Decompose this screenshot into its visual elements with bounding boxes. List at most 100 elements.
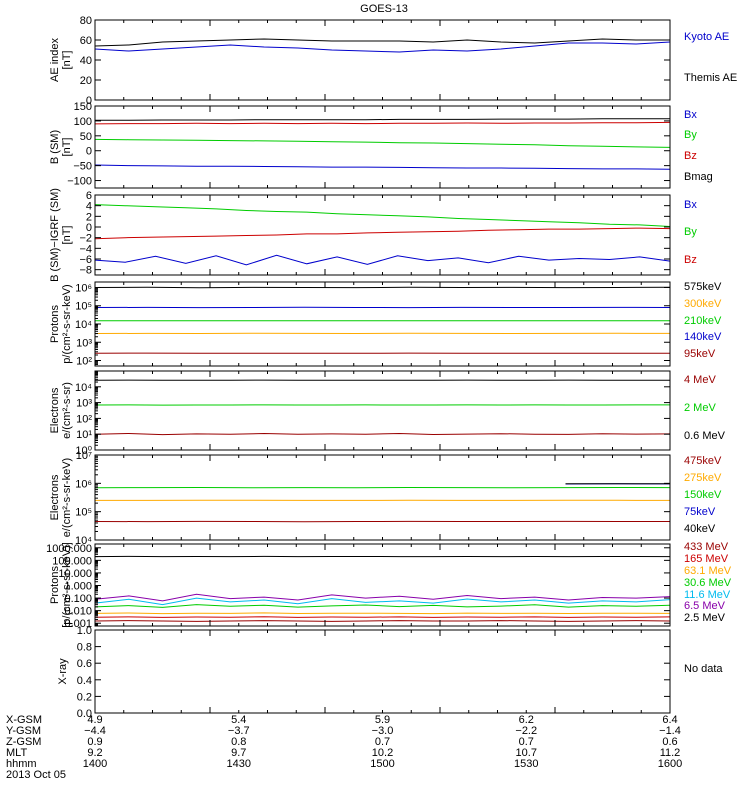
footer-cell-4-3: 11.2 — [660, 747, 681, 759]
footer-cell-1-0: 5.4 — [231, 714, 246, 726]
ylabel-units-electrons1: e/(cm²-s-sr) — [61, 382, 73, 439]
ytick-label-ae-3: 60 — [80, 35, 92, 47]
ytick-label-protons2-1: 0.010 — [64, 606, 92, 618]
ytick-label-electrons1-0: 10⁰ — [75, 445, 92, 457]
series-line-b-1 — [94, 138, 671, 148]
footer-cell-2-1: −3.0 — [372, 725, 394, 737]
legend-entry-electrons2-3: 75keV — [684, 506, 716, 518]
ylabel-units-protons2: [p/(cm²-s-sr-keV)] — [61, 542, 73, 628]
series-line-electrons1-0 — [94, 432, 671, 436]
ylabel-electrons2: Electrons — [49, 474, 61, 520]
ytick-label-protons2-2: 0.100 — [64, 593, 92, 605]
legend-entry-protons1-2: 210keV — [684, 315, 722, 327]
footer-row-label-3: MLT — [6, 747, 27, 759]
legend-entry-electrons2-1: 275keV — [684, 472, 722, 484]
footer-row-label-1: Y-GSM — [6, 725, 41, 737]
panel-frame-electrons1 — [94, 370, 671, 451]
ytick-label-electrons1-4: 10⁴ — [75, 382, 92, 394]
series-line-protons2-2 — [94, 612, 671, 615]
footer-cell-2-0: 5.9 — [375, 714, 390, 726]
panel-xray: No data 0.0 0.2 0.4 0.6 0.8 1.0 X-ray — [57, 625, 723, 720]
ytick-label-xray-5: 1.0 — [77, 625, 92, 637]
ytick-label-protons2-4: 10.000 — [58, 568, 92, 580]
footer-cell-3-0: 6.2 — [519, 714, 534, 726]
ytick-label-electrons1-3: 10³ — [76, 398, 92, 410]
footer-cell-1-4: 1430 — [227, 758, 251, 770]
legend-entry-protons2-2: 63.1 MeV — [684, 565, 732, 577]
footer-row-label-0: X-GSM — [6, 714, 42, 726]
footer-cell-3-1: −2.2 — [515, 725, 537, 737]
ylabel-electrons1: Electrons — [49, 387, 61, 433]
legend-entry-protons2-0: 433 MeV — [684, 541, 729, 553]
panel-protons1: 575keV 300keV 210keV 140keV 95keV 10² 10³ 10⁴ 10… — [49, 281, 722, 368]
footer-cell-4-2: 0.6 — [662, 736, 677, 748]
legend-entry-protons2-1: 165 MeV — [684, 553, 729, 565]
ytick-label-db-0: −8 — [79, 265, 92, 277]
ylabel-ae: AE index — [49, 37, 61, 82]
panel-frame-xray — [94, 629, 671, 714]
footer-cell-0-2: 0.9 — [87, 736, 102, 748]
ytick-label-xray-2: 0.4 — [77, 675, 92, 687]
series-line-db-2 — [94, 227, 671, 240]
legend-entry-b-2: Bz — [684, 150, 697, 162]
ylabel-units-ae: [nT] — [61, 51, 73, 70]
legend-entry-b-1: By — [684, 129, 697, 141]
legend-entry-protons2-5: 6.5 MeV — [684, 600, 726, 612]
series-line-db-1 — [94, 204, 671, 227]
figure-title: GOES-13 — [360, 3, 408, 15]
ytick-label-xray-0: 0.0 — [77, 708, 92, 720]
footer-cell-2-4: 1500 — [370, 758, 394, 770]
footer-cell-0-1: −4.4 — [84, 725, 106, 737]
footer-cell-4-4: 1600 — [658, 758, 682, 770]
ytick-label-db-2: −4 — [79, 243, 92, 255]
panel-frame-db — [94, 194, 671, 276]
ylabel-units-protons1: p/(cm²-s-sr-keV) — [61, 284, 73, 363]
legend-entry-protons1-3: 140keV — [684, 331, 722, 343]
footer-cell-2-2: 0.7 — [375, 736, 390, 748]
ytick-label-db-1: −6 — [79, 254, 92, 266]
legend-entry-db-1: By — [684, 226, 697, 238]
ytick-label-ae-2: 40 — [80, 55, 92, 67]
footer-cell-1-3: 9.7 — [231, 747, 246, 759]
ytick-label-protons1-1: 10³ — [76, 337, 92, 349]
ylabel-protons1: Protons — [49, 305, 61, 343]
ylabel-units-b: [nT] — [61, 138, 73, 157]
panel-note-xray: No data — [684, 663, 723, 675]
series-line-protons2-5 — [94, 593, 671, 602]
ylabel-units-electrons2: e/(cm²-s-sr-keV) — [61, 458, 73, 537]
legend-entry-electrons2-0: 475keV — [684, 455, 722, 467]
legend-entry-protons1-1: 300keV — [684, 298, 722, 310]
panel-frame-electrons2 — [94, 454, 671, 541]
legend-entry-ae-0: Kyoto AE — [684, 31, 729, 43]
series-line-protons2-0 — [94, 620, 671, 622]
ytick-label-protons1-3: 10⁵ — [75, 301, 92, 313]
legend-entry-electrons1-2: 0.6 MeV — [684, 430, 726, 442]
ytick-label-protons2-6: 1000.000 — [46, 543, 92, 555]
ylabel-db: B (SM)−IGRF (SM) — [49, 188, 61, 282]
ytick-label-xray-3: 0.6 — [77, 658, 92, 670]
footer-cell-0-4: 1400 — [83, 758, 107, 770]
series-line-b-3 — [95, 118, 670, 121]
footer-cell-1-1: −3.7 — [228, 725, 250, 737]
panel-electrons1: 4 MeV 2 MeV 0.6 MeV 10⁰ 10¹ 10² 10³ 10⁴ Electron… — [49, 370, 726, 457]
panel-electrons2: 475keV 275keV 150keV 75keV 40keV 10⁴ 10⁵ 10⁶ 10⁷… — [49, 450, 722, 547]
legend-entry-b-0: Bx — [684, 109, 697, 121]
ytick-label-db-7: 6 — [86, 190, 92, 202]
legend-entry-protons1-0: 575keV — [684, 281, 722, 293]
footer-cell-0-0: 4.9 — [87, 714, 102, 726]
panel-frame-b — [94, 105, 671, 189]
ytick-label-db-4: 0 — [86, 222, 92, 234]
ytick-label-b-1: −50 — [73, 161, 92, 173]
legend-entry-protons2-3: 30.6 MeV — [684, 577, 732, 589]
series-line-protons2-4 — [94, 597, 671, 606]
ytick-label-electrons2-1: 10⁵ — [75, 507, 92, 519]
footer-cell-1-2: 0.8 — [231, 736, 246, 748]
footer-row-label-5: 2013 Oct 05 — [6, 769, 66, 781]
footer-cell-3-4: 1530 — [514, 758, 538, 770]
series-line-db-0 — [94, 254, 671, 266]
legend-entry-ae-1: Themis AE — [684, 72, 737, 84]
ytick-label-b-4: 100 — [74, 116, 92, 128]
